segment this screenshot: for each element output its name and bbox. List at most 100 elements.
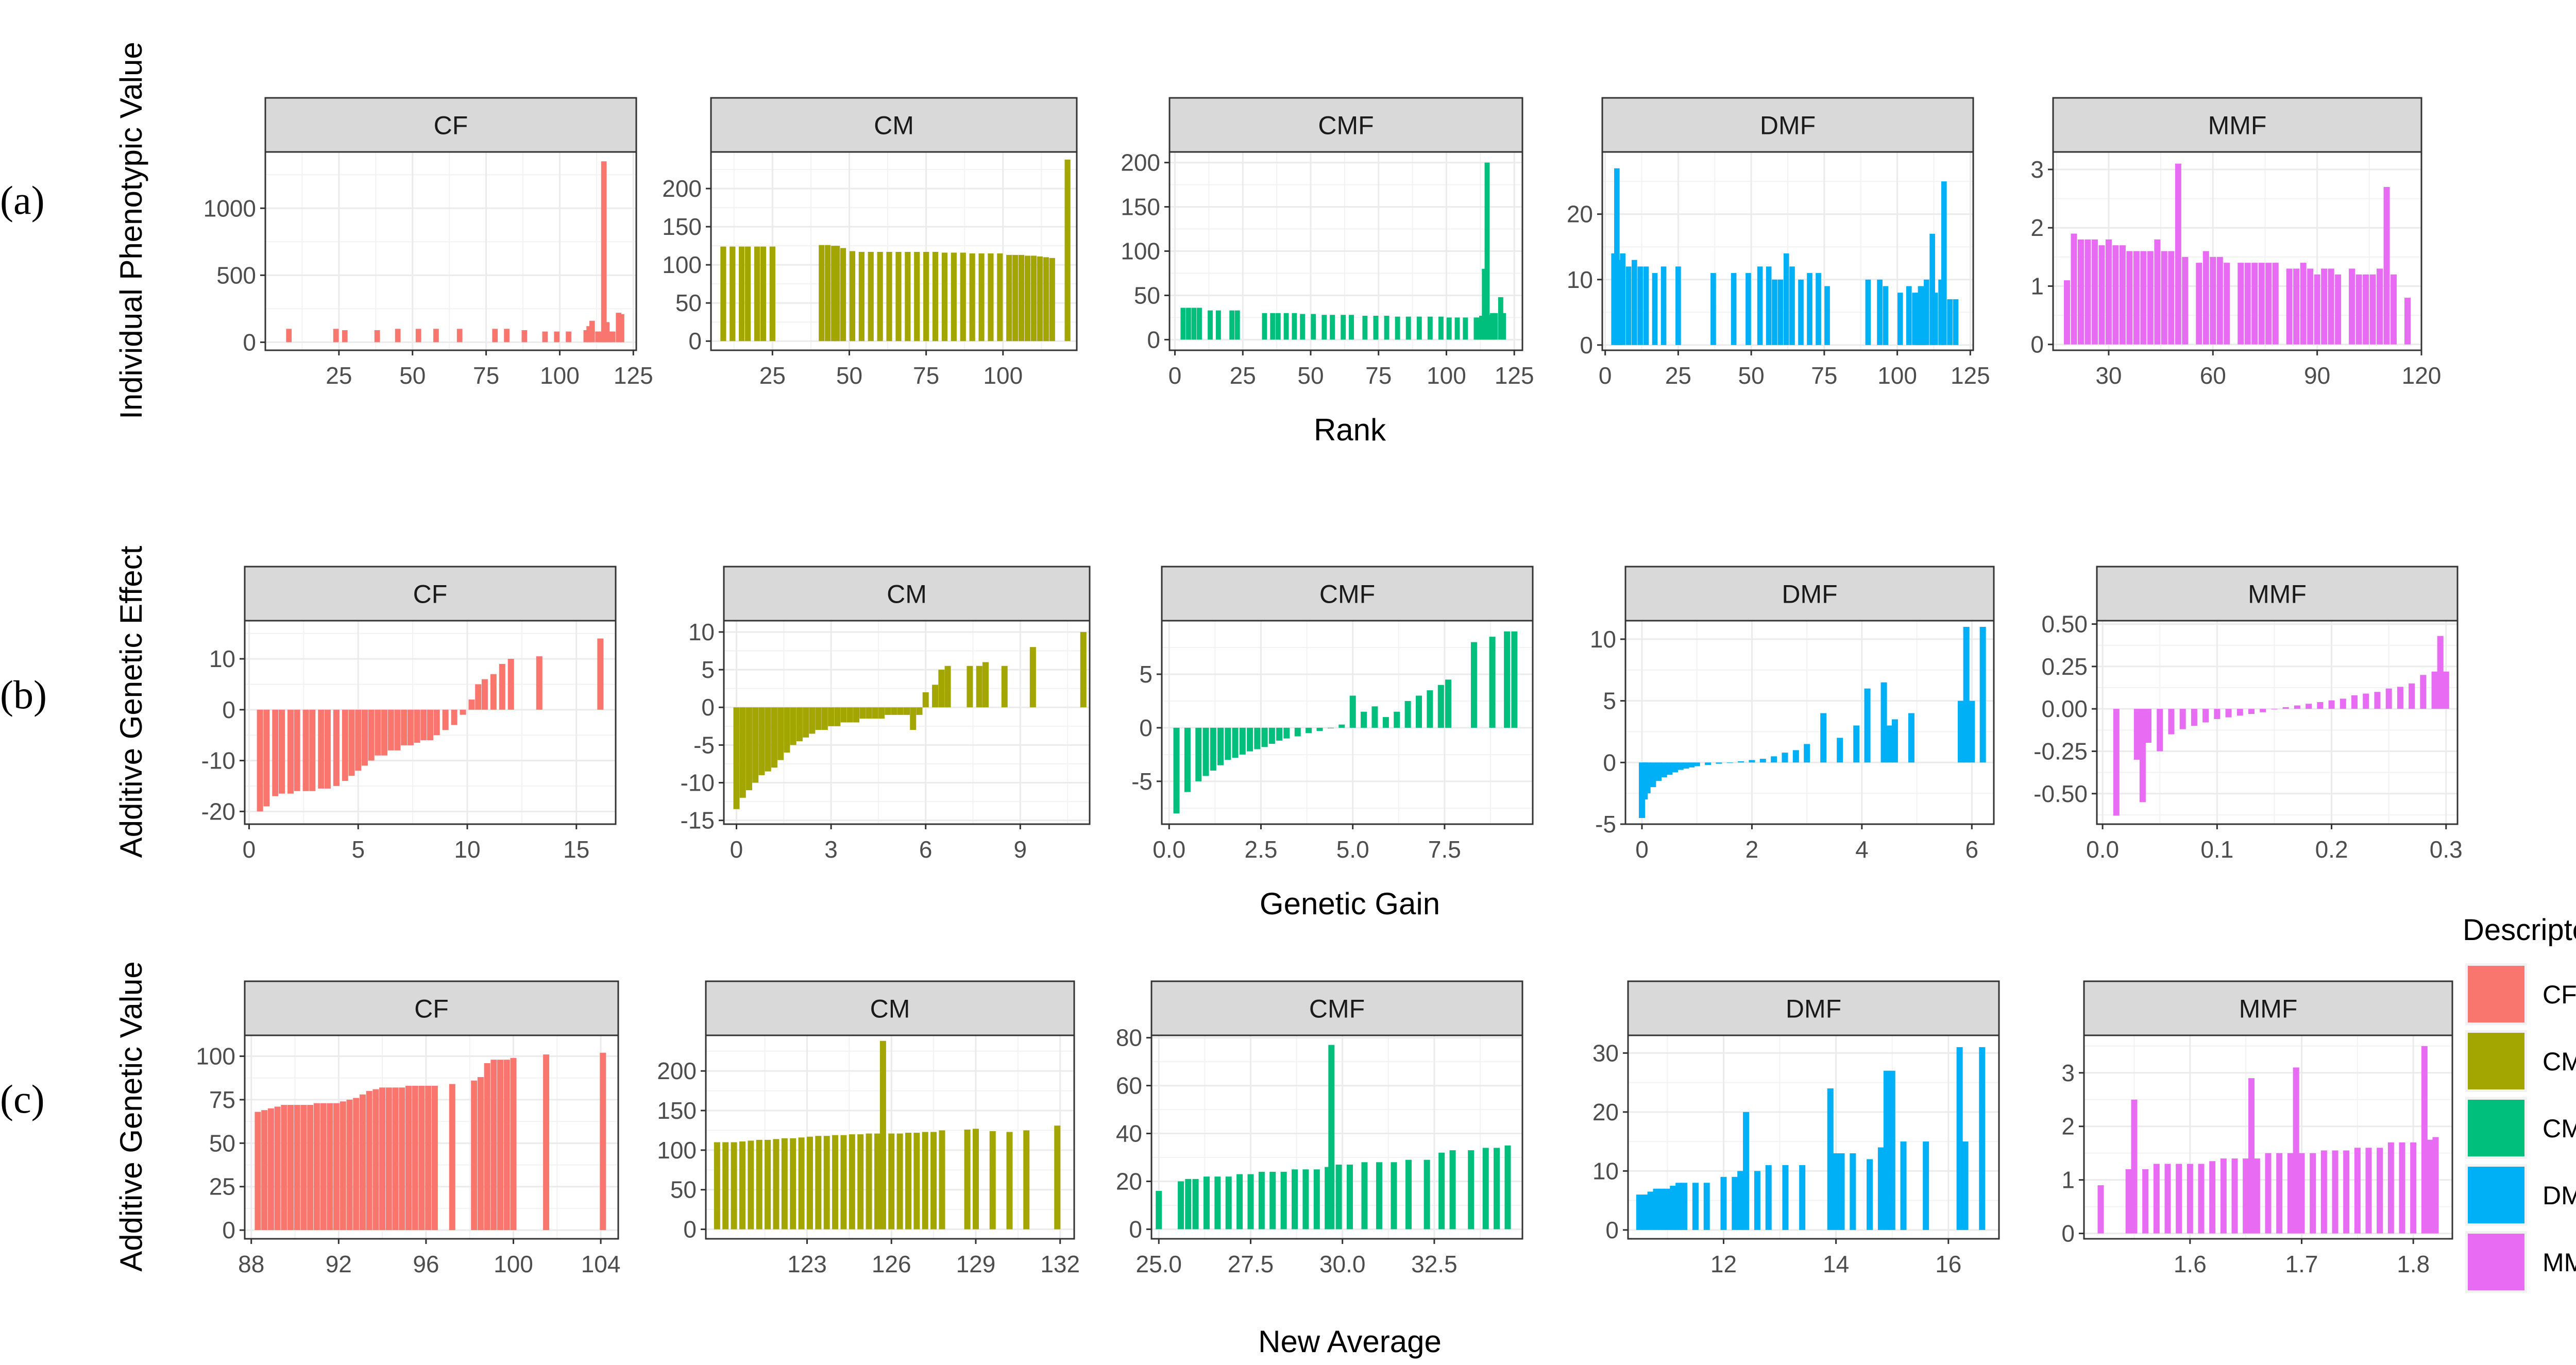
x-tick-label: 25 — [1230, 362, 1256, 389]
bar — [905, 1133, 911, 1230]
x-tick-label: 90 — [2304, 362, 2330, 389]
y-tick-label: 1 — [2030, 272, 2044, 299]
bar — [745, 246, 751, 342]
x-tick-label: 6 — [1965, 836, 1979, 863]
bar — [412, 1085, 418, 1231]
bar — [1268, 727, 1275, 744]
y-tick-label: 0 — [688, 328, 702, 354]
bar — [1302, 1169, 1309, 1230]
panel-border — [705, 1034, 1075, 1240]
bar — [2399, 1142, 2405, 1234]
panel-border — [264, 151, 637, 351]
bar — [261, 1110, 268, 1231]
bar — [2098, 245, 2105, 345]
bar — [387, 709, 394, 750]
bar — [1321, 315, 1327, 340]
bar — [2142, 1169, 2149, 1234]
y-tick-label: 2 — [2030, 214, 2044, 241]
bar — [976, 666, 982, 708]
bar — [891, 707, 897, 715]
panel-letter: (c) — [0, 1077, 45, 1121]
bar — [442, 709, 449, 730]
bar — [490, 1060, 497, 1231]
bar — [2340, 698, 2346, 709]
x-tick-label: 50 — [1297, 362, 1324, 389]
x-tick-label: 25 — [759, 362, 786, 389]
bar — [1275, 313, 1281, 340]
bar — [401, 709, 408, 745]
facet-strip-label: CM — [870, 995, 910, 1023]
bar — [2119, 245, 2126, 345]
bar — [1620, 253, 1625, 345]
bar — [595, 331, 601, 343]
bar — [1891, 719, 1898, 763]
y-tick-label: 0.25 — [2041, 653, 2088, 680]
x-tick-label: 25 — [326, 362, 352, 389]
bar — [2365, 1148, 2372, 1234]
bar — [468, 699, 475, 710]
bar — [1783, 253, 1789, 345]
bar — [1693, 762, 1700, 766]
bar — [1338, 724, 1345, 728]
x-tick-label: 88 — [238, 1251, 264, 1277]
bar — [255, 1112, 261, 1231]
x-tick-label: 125 — [614, 362, 653, 389]
bar — [2147, 251, 2154, 345]
bar — [1889, 1070, 1895, 1230]
bar — [1019, 254, 1025, 342]
bar — [1395, 316, 1400, 340]
bar — [257, 709, 263, 812]
bar — [1283, 313, 1289, 340]
bar — [1487, 315, 1493, 340]
bar — [1394, 711, 1400, 728]
bar — [2432, 1137, 2439, 1234]
bar — [333, 1103, 340, 1231]
bar — [272, 709, 279, 796]
bar — [2168, 251, 2175, 345]
bar — [1643, 266, 1649, 345]
bar — [385, 1087, 392, 1231]
bar — [2175, 163, 2181, 345]
bar — [484, 1063, 490, 1231]
bar — [745, 707, 752, 791]
bar — [1956, 1047, 1963, 1230]
bar — [771, 707, 777, 768]
bar — [1405, 1159, 1412, 1230]
y-tick-label: 3 — [2061, 1060, 2075, 1086]
facet-strip-label: CM — [874, 111, 914, 140]
bar — [1906, 286, 1912, 345]
bar — [904, 707, 910, 715]
y-tick-label: 10 — [1592, 1157, 1619, 1184]
bar — [1316, 727, 1323, 731]
bar — [1470, 642, 1477, 728]
bar — [503, 1060, 510, 1231]
bar — [2236, 709, 2243, 716]
bar — [2176, 1164, 2182, 1234]
bar — [342, 330, 348, 343]
bar — [1883, 286, 1889, 345]
bar — [1897, 293, 1903, 345]
x-tick-label: 3 — [824, 836, 838, 863]
bar — [1030, 255, 1037, 342]
bar — [939, 1130, 945, 1230]
y-tick-label: 0 — [243, 329, 256, 355]
bar — [1006, 254, 1012, 342]
bar — [2131, 1099, 2138, 1234]
y-tick-label: 3 — [2030, 156, 2044, 183]
bar — [1493, 313, 1498, 340]
bar — [604, 322, 610, 343]
bar — [1782, 753, 1788, 763]
bar — [1427, 690, 1433, 728]
bar — [1798, 279, 1804, 345]
x-tick-label: 120 — [2402, 362, 2442, 389]
bar — [366, 1091, 372, 1231]
y-tick-label: 10 — [1590, 626, 1616, 653]
bar — [394, 709, 401, 750]
bar — [964, 1129, 971, 1230]
bar — [2196, 263, 2202, 345]
bar — [481, 679, 488, 710]
bar — [840, 707, 847, 723]
bar — [1361, 711, 1367, 728]
y-tick-label: 0 — [1139, 714, 1153, 741]
x-tick-label: 132 — [1040, 1251, 1080, 1277]
